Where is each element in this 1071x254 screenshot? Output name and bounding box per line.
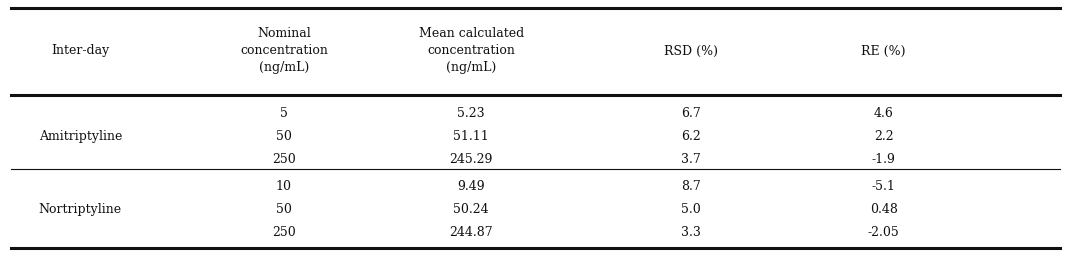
Text: 2.2: 2.2 bbox=[874, 130, 893, 142]
Text: -1.9: -1.9 bbox=[872, 152, 895, 165]
Text: RSD (%): RSD (%) bbox=[664, 44, 718, 57]
Text: 10: 10 bbox=[276, 179, 291, 192]
Text: Mean calculated
concentration
(ng/mL): Mean calculated concentration (ng/mL) bbox=[419, 27, 524, 74]
Text: 6.2: 6.2 bbox=[681, 130, 700, 142]
Text: 6.7: 6.7 bbox=[681, 107, 700, 119]
Text: Amitriptyline: Amitriptyline bbox=[39, 130, 122, 142]
Text: 250: 250 bbox=[272, 152, 296, 165]
Text: Nortriptyline: Nortriptyline bbox=[39, 202, 122, 215]
Text: 50: 50 bbox=[276, 202, 291, 215]
Text: 5.23: 5.23 bbox=[457, 107, 485, 119]
Text: 5.0: 5.0 bbox=[681, 202, 700, 215]
Text: 50.24: 50.24 bbox=[453, 202, 489, 215]
Text: 9.49: 9.49 bbox=[457, 179, 485, 192]
Text: 244.87: 244.87 bbox=[450, 225, 493, 238]
Text: 3.3: 3.3 bbox=[681, 225, 700, 238]
Text: 5: 5 bbox=[280, 107, 288, 119]
Text: 245.29: 245.29 bbox=[450, 152, 493, 165]
Text: 3.7: 3.7 bbox=[681, 152, 700, 165]
Text: Inter-day: Inter-day bbox=[51, 44, 109, 57]
Text: 0.48: 0.48 bbox=[870, 202, 897, 215]
Text: Nominal
concentration
(ng/mL): Nominal concentration (ng/mL) bbox=[240, 27, 328, 74]
Text: 8.7: 8.7 bbox=[681, 179, 700, 192]
Text: -2.05: -2.05 bbox=[868, 225, 900, 238]
Text: 250: 250 bbox=[272, 225, 296, 238]
Text: 4.6: 4.6 bbox=[874, 107, 893, 119]
Text: 51.11: 51.11 bbox=[453, 130, 489, 142]
Text: 50: 50 bbox=[276, 130, 291, 142]
Text: -5.1: -5.1 bbox=[872, 179, 895, 192]
Text: RE (%): RE (%) bbox=[861, 44, 906, 57]
